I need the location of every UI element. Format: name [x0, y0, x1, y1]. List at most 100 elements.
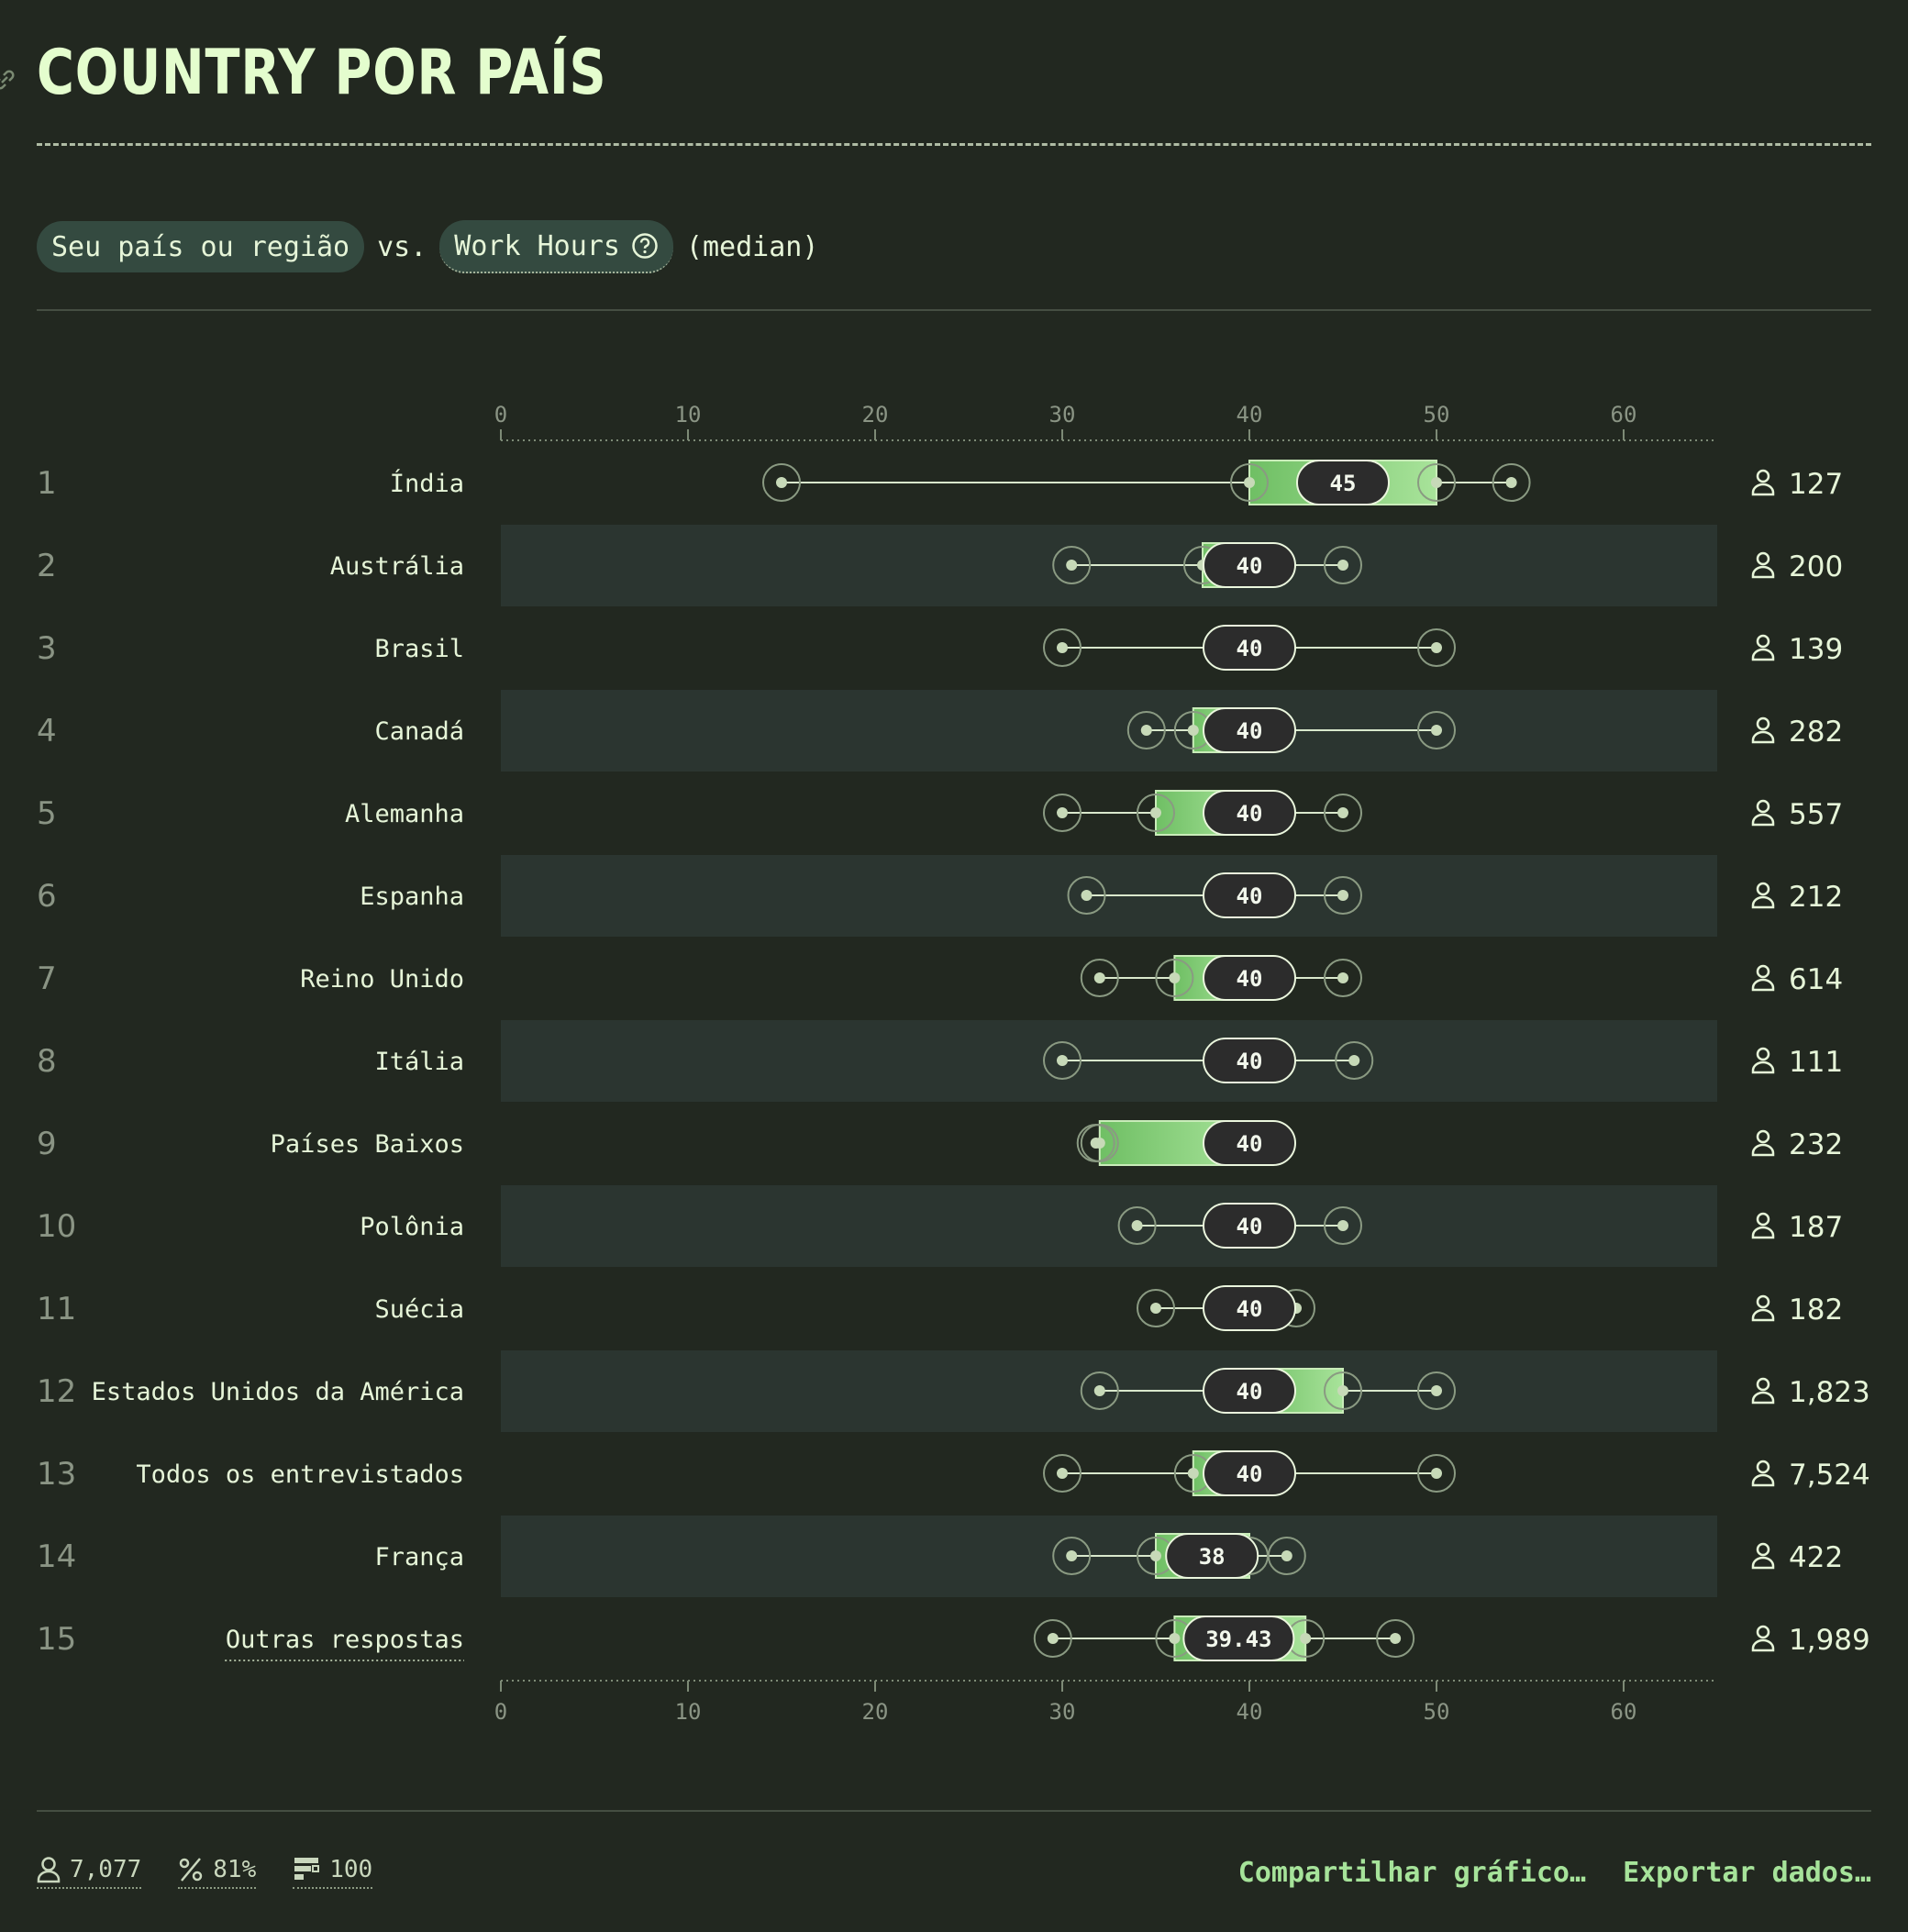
max-marker-dot	[1281, 1550, 1292, 1561]
median-label: 40	[1237, 1461, 1263, 1487]
row-count: 232	[1789, 1128, 1843, 1161]
max-marker-dot	[1431, 1385, 1442, 1396]
row-label: França	[374, 1543, 464, 1571]
row-rank: 14	[37, 1538, 76, 1575]
person-icon	[1751, 1460, 1775, 1487]
page-title: COUNTRY POR PAÍS	[37, 37, 607, 109]
person-icon	[1751, 1377, 1775, 1405]
footer-divider	[37, 1810, 1871, 1812]
person-icon	[1751, 469, 1775, 496]
min-marker-dot	[1150, 1303, 1161, 1314]
max-marker-ring	[1417, 711, 1456, 749]
min-marker-ring	[762, 463, 801, 502]
completion-value: 100	[329, 1856, 373, 1883]
row-rank: 13	[37, 1456, 76, 1493]
min-marker-ring	[1067, 876, 1106, 915]
median-label: 38	[1199, 1544, 1226, 1570]
person-icon	[1751, 634, 1775, 661]
q1-marker-dot	[1187, 1468, 1199, 1479]
min-marker-dot	[1057, 1468, 1068, 1479]
share-chart-link[interactable]: Compartilhar gráfico…	[1237, 1856, 1587, 1889]
row-label: Itália	[374, 1048, 464, 1076]
person-icon	[1751, 799, 1775, 827]
max-marker-ring	[1324, 546, 1362, 584]
row-rank: 2	[37, 548, 57, 584]
median-pill	[1203, 1120, 1296, 1166]
row-band	[501, 1185, 1717, 1267]
person-icon	[1751, 1294, 1775, 1322]
bottom-axis-tick-label: 20	[862, 1699, 889, 1725]
completion-stat[interactable]: 100	[293, 1856, 373, 1889]
q1-marker-dot	[1169, 972, 1181, 983]
row-label: Canadá	[374, 717, 464, 746]
row-rank: 12	[37, 1373, 76, 1410]
row-label: Austrália	[330, 552, 464, 581]
row-label: Índia	[390, 469, 464, 498]
top-axis-tick-label: 40	[1237, 402, 1263, 427]
median-label: 40	[1237, 1296, 1263, 1322]
row-count: 182	[1789, 1294, 1843, 1327]
person-icon	[37, 1857, 61, 1883]
median-pill	[1203, 790, 1296, 836]
row-count: 1,989	[1789, 1624, 1870, 1657]
help-icon[interactable]	[631, 232, 659, 260]
min-marker-ring	[1117, 1206, 1157, 1245]
median-pill	[1203, 955, 1296, 1001]
min-marker-ring	[1080, 1371, 1119, 1410]
median-pill	[1203, 872, 1296, 918]
row-rank: 1	[37, 465, 57, 502]
person-icon	[1751, 1129, 1775, 1157]
q3-marker-ring	[1324, 1371, 1362, 1410]
min-marker-ring	[1080, 959, 1119, 997]
row-count: 282	[1789, 716, 1843, 749]
median-label: 40	[1237, 801, 1263, 827]
max-marker-ring	[1417, 1371, 1456, 1410]
bottom-axis-tick-label: 0	[494, 1699, 507, 1725]
max-marker-dot	[1390, 1633, 1402, 1644]
max-marker-dot	[1337, 807, 1348, 818]
export-data-link[interactable]: Exportar dados…	[1623, 1856, 1871, 1889]
min-marker-dot	[1057, 807, 1068, 818]
person-icon	[1751, 964, 1775, 992]
row-band	[501, 690, 1717, 772]
min-marker-dot	[1093, 1385, 1105, 1396]
top-axis-tick-label: 50	[1424, 402, 1450, 427]
min-marker-ring	[1126, 711, 1166, 749]
title-divider	[37, 143, 1871, 146]
q1-marker-ring	[1155, 959, 1194, 997]
row-label: Alemanha	[345, 800, 464, 828]
min-marker-ring	[1033, 1619, 1072, 1658]
row-count: 557	[1789, 798, 1843, 831]
min-marker-dot	[1081, 890, 1093, 901]
min-marker-ring	[1043, 1454, 1082, 1493]
min-marker-ring	[1043, 628, 1082, 667]
row-count: 422	[1789, 1541, 1843, 1574]
median-label: 45	[1330, 471, 1357, 496]
q1-marker-dot	[1169, 1633, 1181, 1644]
max-marker-dot	[1337, 972, 1348, 983]
percent-stat[interactable]: 81%	[178, 1856, 257, 1889]
row-count: 187	[1789, 1211, 1843, 1244]
median-pill	[1203, 1038, 1296, 1083]
median-pill	[1203, 1368, 1296, 1414]
max-marker-ring	[1417, 628, 1456, 667]
bottom-axis-tick-label: 50	[1424, 1699, 1450, 1725]
q3-marker-dot	[1300, 1633, 1312, 1644]
group-selector[interactable]: Seu país ou região	[37, 221, 365, 272]
row-count: 7,524	[1789, 1459, 1870, 1492]
metric-selector[interactable]: Work Hours	[439, 220, 673, 273]
median-label: 40	[1237, 1049, 1263, 1074]
percent-value: 81%	[213, 1856, 257, 1883]
row-count: 614	[1789, 963, 1843, 996]
row-label: Espanha	[360, 883, 464, 911]
min-marker-dot	[776, 477, 787, 488]
median-pill	[1203, 625, 1296, 671]
median-pill	[1203, 1450, 1296, 1496]
link-icon[interactable]	[0, 68, 17, 92]
row-rank: 3	[37, 630, 57, 667]
top-axis-tick-label: 20	[862, 402, 889, 427]
respondents-stat[interactable]: 7,077	[37, 1856, 142, 1889]
median-label: 40	[1237, 718, 1263, 744]
top-axis-tick-label: 10	[675, 402, 702, 427]
row-rank: 15	[37, 1621, 76, 1658]
